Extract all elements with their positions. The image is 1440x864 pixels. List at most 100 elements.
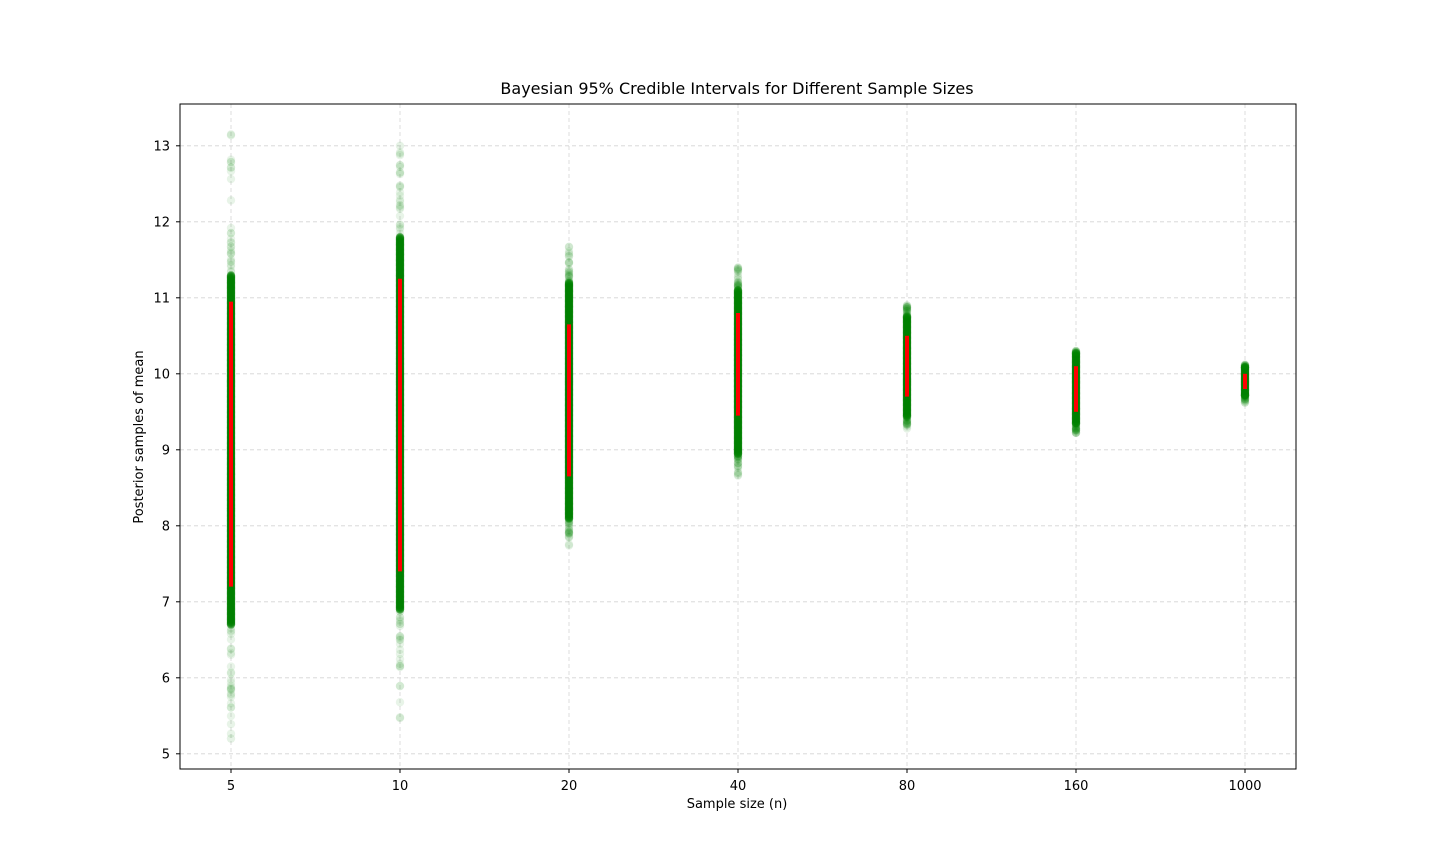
sample-point — [1240, 361, 1250, 370]
sample-point — [564, 525, 574, 534]
sample-point — [902, 312, 912, 321]
chart-title: Bayesian 95% Credible Intervals for Diff… — [500, 79, 973, 98]
sample-point — [1240, 392, 1250, 402]
sample-point — [1071, 421, 1081, 430]
sample-point — [395, 200, 405, 210]
sample-point — [733, 264, 743, 273]
sample-point — [733, 451, 743, 460]
sample-point-extreme — [564, 541, 574, 550]
sample-point — [1071, 422, 1081, 431]
sample-point — [226, 648, 236, 658]
sample-point — [733, 449, 743, 458]
sample-point — [1071, 420, 1081, 429]
sample-point — [395, 619, 405, 629]
sample-point — [1240, 360, 1250, 369]
sample-point — [395, 633, 405, 642]
sample-point — [564, 278, 574, 287]
sample-point — [733, 266, 743, 276]
sample-point — [1071, 348, 1081, 357]
sample-point — [1240, 361, 1250, 370]
sample-point — [733, 282, 743, 291]
sample-point — [395, 169, 405, 179]
sample-point — [733, 458, 743, 468]
sample-point — [564, 519, 574, 528]
sample-point — [226, 635, 236, 644]
sample-point — [564, 272, 574, 281]
sample-point-extreme — [902, 424, 912, 433]
sample-point — [395, 654, 405, 664]
sample-point — [1071, 346, 1081, 356]
y-tick-label: 7 — [162, 595, 170, 610]
sample-point — [1240, 390, 1250, 400]
sample-point — [733, 461, 743, 471]
sample-point — [1240, 363, 1250, 372]
sample-point — [395, 160, 405, 170]
sample-point — [1071, 347, 1081, 357]
sample-point — [902, 412, 912, 422]
sample-point — [733, 449, 743, 459]
sample-point — [564, 528, 574, 538]
sample-point — [564, 528, 574, 537]
sample-point — [902, 416, 912, 426]
sample-point — [733, 285, 743, 294]
sample-point — [226, 678, 236, 687]
sample-point — [395, 232, 405, 241]
sample-point — [226, 703, 236, 712]
sample-point — [733, 461, 743, 471]
sample-point — [564, 528, 574, 538]
sample-point — [395, 659, 405, 669]
sample-point — [902, 416, 912, 425]
sample-point — [395, 195, 405, 205]
y-tick-label: 6 — [162, 671, 170, 686]
sample-point — [902, 304, 912, 314]
sample-point — [1071, 347, 1081, 356]
x-axis-label: Sample size (n) — [687, 797, 788, 812]
sample-point — [395, 162, 405, 172]
sample-point — [226, 685, 236, 695]
sample-point — [902, 307, 912, 316]
sample-point — [1240, 363, 1250, 372]
sample-point — [226, 262, 236, 271]
sample-points-n-10 — [395, 141, 405, 723]
sample-point — [733, 272, 743, 281]
sample-point — [395, 635, 405, 644]
sample-point — [1071, 347, 1081, 357]
sample-point — [226, 629, 236, 639]
sample-point — [226, 662, 236, 671]
x-tick-label: 80 — [899, 779, 916, 794]
y-tick-label: 11 — [153, 291, 170, 306]
sample-point — [1071, 347, 1081, 357]
sample-point — [395, 632, 405, 641]
sample-point — [395, 605, 405, 614]
sample-point — [226, 255, 236, 264]
sample-point — [733, 463, 743, 473]
sample-point — [1071, 427, 1081, 436]
sample-point — [226, 246, 236, 255]
sample-point — [226, 683, 236, 692]
sample-point — [1240, 391, 1250, 400]
sample-point — [395, 681, 405, 691]
y-tick-label: 13 — [153, 139, 170, 154]
sample-point — [902, 304, 912, 313]
sample-point — [1240, 363, 1250, 372]
sample-point — [564, 250, 574, 259]
sample-point — [902, 302, 912, 312]
y-tick-label: 10 — [153, 367, 170, 382]
sample-point — [733, 451, 743, 461]
sample-point — [1240, 362, 1250, 371]
sample-point — [733, 470, 743, 479]
sample-point — [1071, 349, 1081, 359]
sample-point — [1071, 420, 1081, 429]
sample-point — [564, 269, 574, 278]
sample-point — [1240, 360, 1250, 370]
sample-point — [1071, 428, 1081, 438]
sample-point — [226, 196, 236, 205]
sample-point — [733, 278, 743, 288]
sample-point — [395, 149, 405, 159]
sample-point — [226, 644, 236, 654]
y-tick-label: 5 — [162, 747, 170, 762]
sample-point — [226, 155, 236, 164]
sample-point — [902, 420, 912, 429]
sample-point — [1240, 361, 1250, 370]
